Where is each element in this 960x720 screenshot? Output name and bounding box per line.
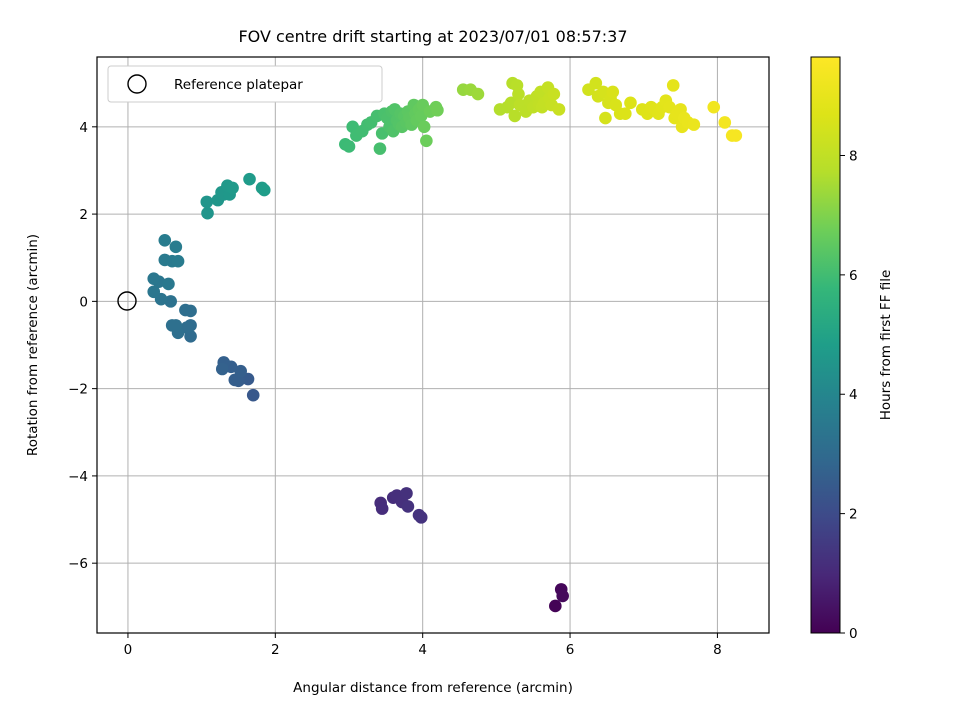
legend-label: Reference platepar <box>174 77 303 93</box>
y-tick-label: −6 <box>68 556 88 572</box>
y-tick-label: 0 <box>79 294 88 310</box>
x-tick-label: 2 <box>271 642 280 658</box>
data-point <box>226 181 239 195</box>
data-point <box>171 254 185 268</box>
data-point <box>512 87 525 101</box>
data-point <box>420 134 433 148</box>
data-point <box>257 183 271 197</box>
data-point <box>162 277 175 291</box>
data-point <box>729 129 743 142</box>
data-point <box>508 109 522 123</box>
legend-box <box>107 65 383 103</box>
data-point <box>619 107 632 121</box>
data-point <box>547 87 561 101</box>
data-point <box>200 195 214 209</box>
data-point <box>552 103 566 116</box>
colorbar-label: Hours from first FF file <box>878 270 894 421</box>
x-tick-label: 6 <box>566 642 575 658</box>
data-point <box>158 233 172 247</box>
colorbar-gradient <box>810 56 841 634</box>
x-axis-ticks: 0 2 4 6 8 <box>124 633 722 658</box>
plot-frame <box>96 56 770 634</box>
data-point <box>147 272 161 285</box>
chart-title: FOV centre drift starting at 2023/07/01 … <box>238 27 627 46</box>
x-axis-label: Angular distance from reference (arcmin) <box>293 680 573 696</box>
data-point <box>375 502 389 515</box>
data-point <box>164 295 177 308</box>
data-point <box>400 487 413 500</box>
colorbar-tick-label: 8 <box>849 148 858 164</box>
data-point <box>342 140 356 153</box>
y-tick-label: 2 <box>79 207 88 223</box>
y-tick-label: −2 <box>68 382 88 398</box>
data-point <box>589 76 603 90</box>
legend-marker-icon <box>127 74 147 94</box>
reference-platepar-marker <box>117 291 137 311</box>
data-point <box>234 364 247 378</box>
data-point <box>606 85 620 99</box>
colorbar-tick-label: 2 <box>849 507 858 523</box>
data-point <box>179 303 192 317</box>
y-tick-label: 4 <box>79 120 88 136</box>
colorbar-tick-label: 4 <box>849 387 858 403</box>
data-points <box>147 76 743 613</box>
colorbar-ticks: 0 2 4 6 8 <box>840 148 858 642</box>
x-tick-label: 4 <box>418 642 427 658</box>
grid-lines <box>97 57 769 633</box>
data-point <box>215 362 229 376</box>
data-point <box>165 319 179 332</box>
y-axis-label: Rotation from reference (arcmin) <box>25 234 41 456</box>
data-point <box>414 511 428 524</box>
data-point <box>147 285 161 299</box>
data-point <box>666 79 680 92</box>
data-point <box>431 103 444 117</box>
data-point <box>417 120 431 134</box>
colorbar: 0 2 4 6 8 Hours from first FF file <box>810 56 894 642</box>
data-point <box>401 500 415 513</box>
data-point <box>599 111 612 125</box>
x-tick-label: 8 <box>713 642 722 658</box>
data-point <box>243 172 256 186</box>
data-point <box>373 142 387 155</box>
data-point <box>687 118 701 131</box>
data-point <box>624 96 637 110</box>
x-tick-label: 0 <box>124 642 133 658</box>
colorbar-tick-label: 0 <box>849 626 858 642</box>
data-point <box>471 87 485 101</box>
data-point <box>556 589 569 603</box>
data-point <box>169 240 183 254</box>
data-point <box>707 100 721 114</box>
legend: Reference platepar <box>107 65 383 103</box>
data-point <box>246 388 260 402</box>
y-tick-label: −4 <box>68 469 88 485</box>
data-point <box>718 116 732 129</box>
data-point <box>201 206 214 220</box>
colorbar-tick-label: 6 <box>849 268 858 284</box>
data-point <box>549 599 562 613</box>
y-axis-ticks: −6 −4 −2 0 2 4 <box>68 120 97 572</box>
